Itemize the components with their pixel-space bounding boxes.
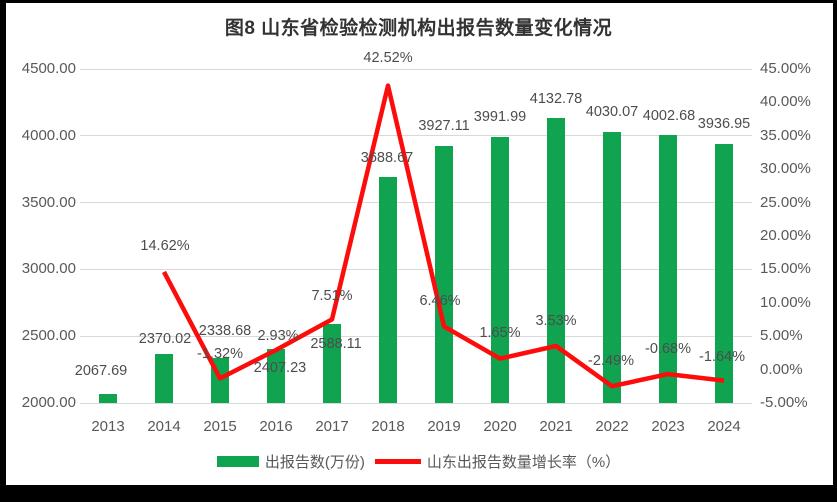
bar-value-label-2020: 3991.99 <box>473 108 527 125</box>
y-axis-right-tick-40: 40.00% <box>760 93 811 111</box>
line-value-label-2014: 14.62% <box>140 237 190 254</box>
gridline-3000 <box>80 268 752 270</box>
bar-value-label-2013: 2067.69 <box>74 362 128 379</box>
y-axis-right-tick-35: 35.00% <box>760 126 811 144</box>
chart-title: 图8 山东省检验检测机构出报告数量变化情况 <box>224 18 613 39</box>
y-axis-left-tick-3000: 3000.00 <box>21 260 76 278</box>
bar-2023 <box>659 135 677 403</box>
line-value-label-2021: 3.53% <box>535 313 577 330</box>
bar-2021 <box>547 118 565 403</box>
legend-line-label: 山东出报告数量增长率（%） <box>426 454 621 471</box>
bar-value-label-2024: 3936.95 <box>697 116 751 133</box>
x-axis-tick-2013: 2013 <box>91 418 125 435</box>
y-axis-left-tick-4500: 4500.00 <box>21 60 76 77</box>
x-axis-tick-2022: 2022 <box>595 418 629 435</box>
y-axis-right-tick-45: 45.00% <box>760 60 811 77</box>
x-axis-tick-2014: 2014 <box>147 418 181 435</box>
chart-panel <box>6 3 833 485</box>
bar-2016 <box>267 348 285 403</box>
legend-line-swatch-icon <box>374 459 421 464</box>
bar-value-label-2022: 4030.07 <box>585 103 639 120</box>
line-value-label-2015: -1.32% <box>197 346 243 363</box>
bar-2020 <box>491 136 509 403</box>
bar-value-label-2016: 2407.23 <box>253 359 307 376</box>
gridline-2000 <box>80 402 752 404</box>
line-value-label-2018: 42.52% <box>363 49 413 66</box>
x-axis-tick-2019: 2019 <box>427 418 461 435</box>
x-axis-tick-2023: 2023 <box>651 418 685 435</box>
y-axis-left-tick-4000: 4000.00 <box>21 126 76 144</box>
bar-2014 <box>155 353 173 403</box>
y-axis-right-tick-5: 5.00% <box>760 327 803 345</box>
y-axis-right-tick-30: 30.00% <box>760 160 811 178</box>
gridline-4500 <box>80 68 752 70</box>
y-axis-left-tick-3500: 3500.00 <box>21 193 76 211</box>
y-axis-left-tick-2500: 2500.00 <box>21 327 76 345</box>
y-axis-right-tick-0: 0.00% <box>760 360 803 378</box>
bar-2015 <box>211 357 229 403</box>
x-axis-tick-2024: 2024 <box>707 418 741 435</box>
line-value-label-2022: -2.49% <box>588 353 634 370</box>
legend: 出报告数(万份) 山东出报告数量增长率（%） <box>0 451 837 472</box>
x-axis-tick-2017: 2017 <box>315 418 349 435</box>
bar-2018 <box>379 177 397 403</box>
bar-2019 <box>435 145 453 403</box>
bar-value-label-2017: 2588.11 <box>310 336 362 353</box>
x-axis-tick-2016: 2016 <box>259 418 293 435</box>
bar-value-label-2015: 2338.68 <box>198 322 252 339</box>
gridline-3500 <box>80 202 752 204</box>
y-axis-right-tick--5: -5.00% <box>760 394 808 411</box>
bar-value-label-2019: 3927.11 <box>418 117 470 134</box>
line-value-label-2017: 7.51% <box>311 288 353 305</box>
x-axis-tick-2021: 2021 <box>539 418 573 435</box>
legend-bar-swatch-icon <box>216 456 259 467</box>
y-axis-left-tick-2000: 2000.00 <box>21 394 76 411</box>
line-value-label-2019: 6.46% <box>419 293 461 310</box>
bar-value-label-2021: 4132.78 <box>529 91 583 108</box>
bar-2013 <box>99 393 117 403</box>
y-axis-right-tick-25: 25.00% <box>760 193 811 211</box>
y-axis-right-tick-15: 15.00% <box>760 260 811 278</box>
gridline-4000 <box>80 135 752 137</box>
legend-bar-label: 出报告数(万份) <box>264 454 365 471</box>
y-axis-right-tick-10: 10.00% <box>760 293 811 311</box>
line-value-label-2023: -0.68% <box>645 341 691 358</box>
bar-value-label-2023: 4002.68 <box>642 108 696 125</box>
x-axis-tick-2015: 2015 <box>203 418 237 435</box>
x-axis-tick-2020: 2020 <box>483 418 517 435</box>
bar-value-label-2018: 3688.67 <box>360 150 414 167</box>
bar-value-label-2014: 2370.02 <box>138 330 192 347</box>
line-value-label-2024: -1.64% <box>699 348 745 365</box>
y-axis-right-tick-20: 20.00% <box>760 227 811 244</box>
line-value-label-2020: 1.65% <box>479 324 521 341</box>
x-axis-tick-2018: 2018 <box>371 418 405 435</box>
line-value-label-2016: 2.93% <box>257 328 299 345</box>
